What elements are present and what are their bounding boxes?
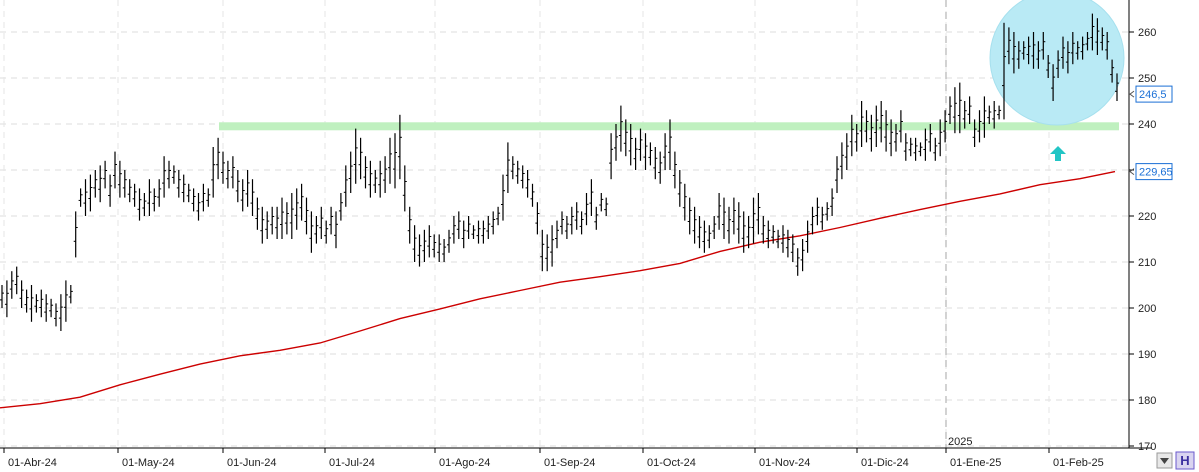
last-price-label: 246,5 <box>1139 89 1167 101</box>
last-price-label-pointer-icon <box>1129 90 1135 98</box>
x-axis-panel <box>0 448 1199 472</box>
moving-average-series <box>0 170 1116 409</box>
x-tick-label: 01-Oct-24 <box>647 457 696 469</box>
y-tick-label: 220 <box>1138 211 1156 223</box>
x-tick-label: 01-Feb-25 <box>1053 457 1104 469</box>
y-tick-label: 260 <box>1138 27 1156 39</box>
y-axis-panel <box>1129 0 1199 472</box>
y-tick-label: 190 <box>1138 349 1156 361</box>
y-tick-label: 200 <box>1138 303 1156 315</box>
x-tick-label: 01-Nov-24 <box>759 457 810 469</box>
highlight-circle <box>989 0 1125 126</box>
up-arrow-icon <box>1050 146 1066 161</box>
x-tick-label: 01-Jun-24 <box>227 457 277 469</box>
x-tick-label: 01-May-24 <box>122 457 175 469</box>
grid-lines <box>0 0 1129 448</box>
x-tick-label: 01-Abr-24 <box>8 457 57 469</box>
y-tick-label: 180 <box>1138 395 1156 407</box>
moving-average-label: 229,65 <box>1139 167 1173 179</box>
x-tick-label: 01-Jul-24 <box>329 457 375 469</box>
last-price-label-box <box>1135 85 1173 103</box>
y-tick-label: 240 <box>1138 119 1156 131</box>
h-button[interactable]: H <box>1175 451 1195 470</box>
y-tick-label: 210 <box>1138 257 1156 269</box>
x-tick-label: 01-Ene-25 <box>950 457 1001 469</box>
support-level-band <box>219 122 1119 131</box>
x-tick-label: 01-Ago-24 <box>439 457 490 469</box>
price-bars <box>0 13 1119 331</box>
moving-average-line <box>0 170 1116 409</box>
moving-average-label-box <box>1135 163 1173 181</box>
y-tick-label: 250 <box>1138 73 1156 85</box>
y-tick-label: 170 <box>1138 441 1156 453</box>
scroll-button[interactable] <box>1156 452 1173 469</box>
moving-average-label-pointer-icon <box>1129 168 1135 176</box>
chevron-down-icon <box>1160 458 1169 464</box>
x-tick-label: 01-Sep-24 <box>544 457 595 469</box>
x-tick-label: 01-Dic-24 <box>861 457 909 469</box>
h-icon: H <box>1180 453 1189 468</box>
value-labels: 246,5 229,65 <box>1129 85 1173 181</box>
year-marker: 2025 <box>948 436 972 448</box>
support-band <box>219 122 1119 131</box>
